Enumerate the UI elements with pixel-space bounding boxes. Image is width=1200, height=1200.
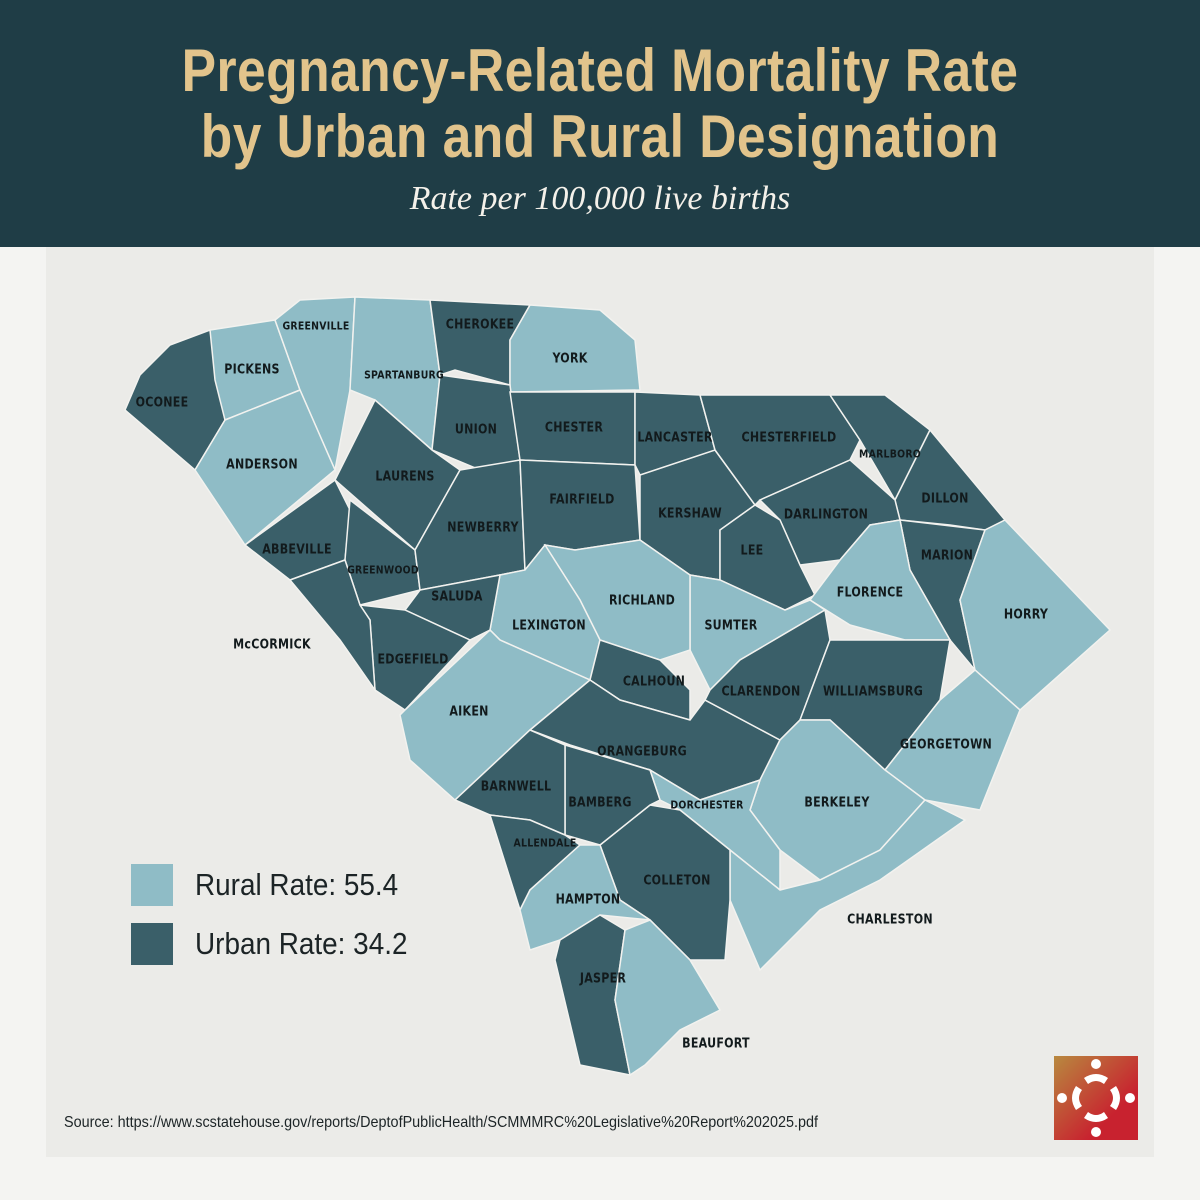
subtitle: Rate per 100,000 live births bbox=[409, 180, 791, 217]
county-mccormick bbox=[288, 559, 376, 693]
county-label-clarendon: CLARENDON bbox=[721, 684, 801, 700]
page-title: Pregnancy-Related Mortality Rate by Urba… bbox=[84, 38, 1116, 170]
county-label-lexington: LEXINGTON bbox=[512, 618, 586, 634]
county-label-fairfield: FAIRFIELD bbox=[549, 492, 615, 508]
county-label-cherokee: CHEROKEE bbox=[445, 317, 515, 333]
county-label-greenville: GREENVILLE bbox=[282, 319, 350, 333]
county-label-georgetown: GEORGETOWN bbox=[899, 737, 993, 753]
county-greenwood bbox=[344, 498, 421, 606]
county-label-lee: LEE bbox=[740, 543, 764, 559]
county-label-jasper: JASPER bbox=[579, 971, 627, 987]
county-label-union: UNION bbox=[454, 422, 498, 438]
county-label-berkeley: BERKELEY bbox=[804, 795, 870, 811]
county-label-dorchester: DORCHESTER bbox=[670, 798, 744, 812]
county-label-spartanburg: SPARTANBURG bbox=[364, 368, 444, 382]
county-label-charleston: CHARLESTON bbox=[847, 912, 933, 928]
county-label-york: YORK bbox=[552, 351, 588, 367]
urban-rate-label: Urban Rate: 34.2 bbox=[195, 926, 408, 961]
county-label-laurens: LAURENS bbox=[375, 469, 435, 485]
county-charleston bbox=[729, 799, 967, 972]
header: Pregnancy-Related Mortality Rate by Urba… bbox=[0, 0, 1200, 247]
title-line-2: by Urban and Rural Designation bbox=[200, 103, 1000, 170]
county-label-mccormick: McCORMICK bbox=[233, 637, 311, 653]
county-anderson bbox=[194, 389, 336, 547]
county-label-oconee: OCONEE bbox=[135, 395, 189, 411]
county-label-horry: HORRY bbox=[1003, 607, 1049, 623]
rural-swatch bbox=[131, 864, 173, 906]
county-label-sumter: SUMTER bbox=[704, 618, 758, 634]
county-label-calhoun: CALHOUN bbox=[622, 674, 686, 690]
legend-urban: Urban Rate: 34.2 bbox=[131, 923, 431, 965]
county-label-hampton: HAMPTON bbox=[555, 892, 621, 908]
county-dorchester bbox=[648, 768, 781, 892]
logo-icon bbox=[1057, 1059, 1135, 1137]
urban-swatch bbox=[131, 923, 173, 965]
county-label-abbeville: ABBEVILLE bbox=[262, 542, 332, 558]
county-label-florence: FLORENCE bbox=[836, 585, 904, 601]
county-label-richland: RICHLAND bbox=[608, 593, 676, 609]
county-label-allendale: ALLENDALE bbox=[513, 836, 577, 850]
county-label-newberry: NEWBERRY bbox=[447, 520, 519, 536]
organization-logo bbox=[1054, 1056, 1138, 1140]
county-label-kershaw: KERSHAW bbox=[658, 506, 722, 522]
county-label-darlington: DARLINGTON bbox=[783, 507, 869, 523]
legend-rural: Rural Rate: 55.4 bbox=[131, 864, 421, 906]
county-label-lancaster: LANCASTER bbox=[637, 430, 713, 446]
county-label-dillon: DILLON bbox=[921, 491, 969, 507]
county-label-greenwood: GREENWOOD bbox=[347, 563, 419, 577]
county-label-chesterfield: CHESTERFIELD bbox=[741, 430, 837, 446]
county-label-barnwell: BARNWELL bbox=[480, 779, 552, 795]
county-label-williamsburg: WILLIAMSBURG bbox=[822, 684, 924, 700]
county-label-edgefield: EDGEFIELD bbox=[377, 652, 449, 668]
county-label-saluda: SALUDA bbox=[431, 589, 483, 605]
county-label-chester: CHESTER bbox=[544, 420, 604, 436]
county-york bbox=[509, 304, 641, 393]
source-citation: Source: https://www.scstatehouse.gov/rep… bbox=[64, 1114, 818, 1131]
county-label-pickens: PICKENS bbox=[224, 362, 280, 378]
county-beaufort bbox=[614, 919, 722, 1077]
title-line-1: Pregnancy-Related Mortality Rate bbox=[181, 37, 1019, 104]
county-label-aiken: AIKEN bbox=[449, 704, 489, 720]
county-label-orangeburg: ORANGEBURG bbox=[597, 744, 687, 760]
rural-rate-label: Rural Rate: 55.4 bbox=[195, 867, 399, 902]
county-saluda bbox=[403, 574, 501, 641]
county-label-anderson: ANDERSON bbox=[226, 457, 298, 473]
county-label-marion: MARION bbox=[920, 548, 974, 564]
county-label-bamberg: BAMBERG bbox=[568, 795, 632, 811]
county-label-colleton: COLLETON bbox=[643, 873, 711, 889]
county-label-marlboro: MARLBORO bbox=[859, 447, 921, 461]
county-label-beaufort: BEAUFORT bbox=[682, 1036, 750, 1052]
